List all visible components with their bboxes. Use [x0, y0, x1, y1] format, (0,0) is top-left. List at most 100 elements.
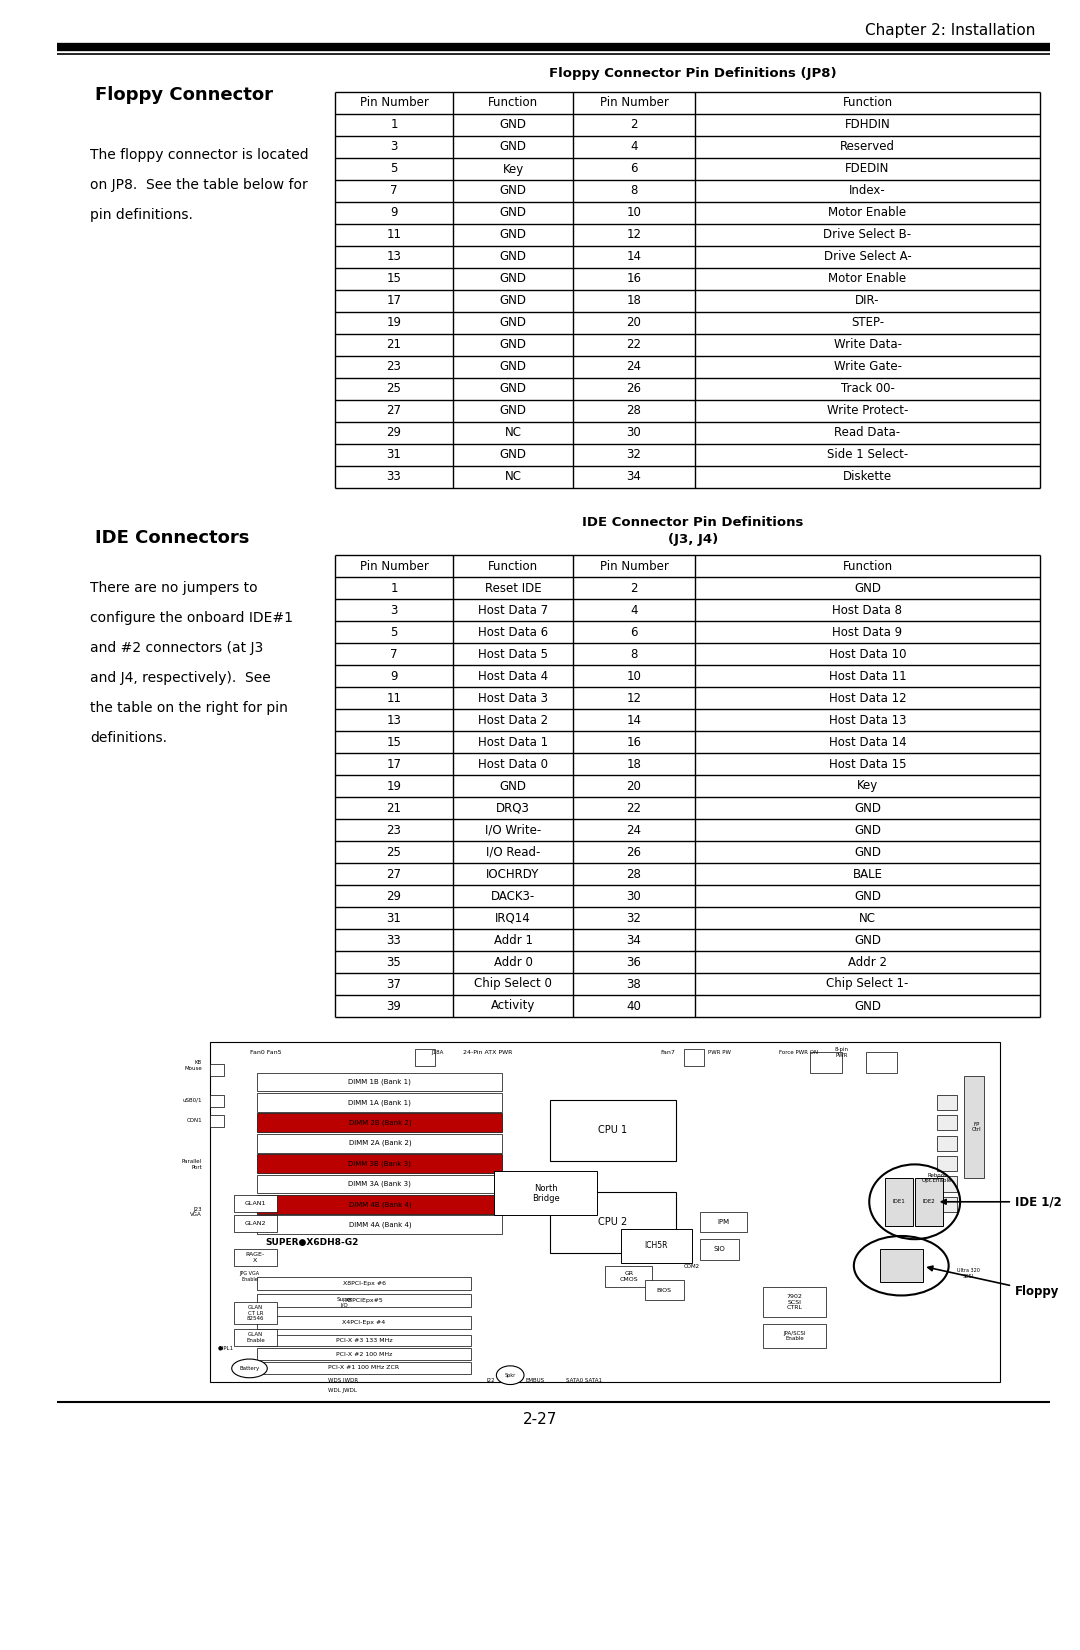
- Text: 18: 18: [626, 294, 642, 307]
- Text: GND: GND: [499, 206, 527, 219]
- Text: 40: 40: [626, 1000, 642, 1013]
- Text: Host Data 12: Host Data 12: [828, 691, 906, 705]
- Text: Write Gate-: Write Gate-: [834, 360, 902, 373]
- Text: GR
CMOS: GR CMOS: [620, 1270, 638, 1282]
- Text: Diskette: Diskette: [842, 470, 892, 483]
- Text: NC: NC: [859, 911, 876, 924]
- Text: GND: GND: [499, 360, 527, 373]
- Text: Ultra 320
SCSI: Ultra 320 SCSI: [957, 1267, 980, 1279]
- Text: DIMM 1B (Bank 1): DIMM 1B (Bank 1): [349, 1079, 411, 1086]
- Text: Host Data 14: Host Data 14: [828, 736, 906, 749]
- Text: PCI-X #1 100 MHz ZCR: PCI-X #1 100 MHz ZCR: [328, 1365, 400, 1370]
- Text: Force PWR ON: Force PWR ON: [779, 1049, 818, 1054]
- Text: 22: 22: [626, 802, 642, 815]
- Text: 32: 32: [626, 911, 642, 924]
- Text: CPU 1: CPU 1: [598, 1125, 627, 1135]
- Text: Activity: Activity: [490, 1000, 536, 1013]
- Text: GND: GND: [499, 185, 527, 198]
- Text: Pin Number: Pin Number: [360, 559, 429, 573]
- Text: Write Protect-: Write Protect-: [827, 404, 908, 417]
- Text: Function: Function: [488, 559, 538, 573]
- Text: GLAN1: GLAN1: [245, 1201, 266, 1206]
- Text: Drive Select B-: Drive Select B-: [823, 228, 912, 241]
- Bar: [762, 1287, 826, 1317]
- Text: SUPER●X6DH8-G2: SUPER●X6DH8-G2: [266, 1238, 359, 1247]
- Text: configure the onboard IDE#1: configure the onboard IDE#1: [90, 610, 293, 625]
- Text: 11: 11: [387, 228, 402, 241]
- Bar: [257, 1277, 471, 1290]
- Text: FDHDIN: FDHDIN: [845, 119, 890, 132]
- Text: J18A: J18A: [431, 1049, 444, 1054]
- Text: 26: 26: [626, 845, 642, 858]
- Text: 26: 26: [626, 383, 642, 396]
- Text: EMBUS: EMBUS: [526, 1378, 545, 1383]
- Text: IOCHRDY: IOCHRDY: [486, 868, 540, 881]
- Text: 8: 8: [631, 185, 637, 198]
- Text: GND: GND: [499, 449, 527, 462]
- Bar: [700, 1213, 747, 1233]
- Text: Chip Select 1-: Chip Select 1-: [826, 977, 908, 990]
- Text: 21: 21: [387, 338, 402, 351]
- Text: 36: 36: [626, 955, 642, 969]
- Text: GND: GND: [499, 317, 527, 330]
- Text: and #2 connectors (at J3: and #2 connectors (at J3: [90, 640, 264, 655]
- Text: Write Data-: Write Data-: [834, 338, 902, 351]
- Bar: [257, 1072, 502, 1091]
- Text: 31: 31: [387, 911, 402, 924]
- Text: 7902
SCSI
CTRL: 7902 SCSI CTRL: [786, 1294, 802, 1310]
- Text: 22: 22: [626, 338, 642, 351]
- Text: 32: 32: [626, 449, 642, 462]
- Text: 7: 7: [390, 185, 397, 198]
- Text: J23
VGA: J23 VGA: [190, 1206, 202, 1218]
- Text: DACK3-: DACK3-: [491, 889, 535, 903]
- Text: Host Data 13: Host Data 13: [828, 713, 906, 726]
- Text: 14: 14: [626, 713, 642, 726]
- Text: Read Data-: Read Data-: [835, 426, 901, 439]
- Bar: [257, 1348, 471, 1360]
- Text: GND: GND: [499, 272, 527, 285]
- Text: FP
Ctrl: FP Ctrl: [972, 1122, 981, 1132]
- Text: 9: 9: [390, 206, 397, 219]
- Text: 15: 15: [387, 272, 402, 285]
- Text: Addr 1: Addr 1: [494, 934, 532, 947]
- Bar: [810, 1053, 842, 1072]
- Text: 2-27: 2-27: [523, 1412, 557, 1427]
- Text: SATA0 SATA1: SATA0 SATA1: [566, 1378, 602, 1383]
- Text: NC: NC: [504, 470, 522, 483]
- Text: DRQ3: DRQ3: [496, 802, 530, 815]
- Text: IDE Connectors: IDE Connectors: [95, 530, 249, 548]
- Text: KB
Mouse: KB Mouse: [185, 1061, 202, 1071]
- Text: DIMM 3A (Bank 3): DIMM 3A (Bank 3): [349, 1181, 411, 1188]
- Bar: [916, 1178, 943, 1226]
- Bar: [936, 1135, 957, 1150]
- Text: 19: 19: [387, 779, 402, 792]
- Text: Motor Enable: Motor Enable: [828, 272, 906, 285]
- Text: and J4, respectively).  See: and J4, respectively). See: [90, 672, 271, 685]
- Text: SIO: SIO: [714, 1246, 726, 1252]
- Text: WDS JWDR: WDS JWDR: [328, 1378, 359, 1383]
- Bar: [257, 1134, 502, 1152]
- Text: PWR PW: PWR PW: [707, 1049, 731, 1054]
- Text: GLAN
CT LR
82546: GLAN CT LR 82546: [246, 1305, 265, 1322]
- Text: 19: 19: [387, 317, 402, 330]
- Text: DIMM 4B (Bank 4): DIMM 4B (Bank 4): [349, 1201, 411, 1208]
- Text: 24: 24: [626, 823, 642, 837]
- Text: GND: GND: [499, 119, 527, 132]
- Text: 27: 27: [387, 868, 402, 881]
- Text: Host Data 2: Host Data 2: [478, 713, 548, 726]
- Text: 17: 17: [387, 294, 402, 307]
- Text: the table on the right for pin: the table on the right for pin: [90, 701, 288, 714]
- Text: 5: 5: [390, 162, 397, 175]
- Text: GND: GND: [854, 845, 881, 858]
- Text: GLAN2: GLAN2: [245, 1221, 266, 1226]
- Text: Host Data 9: Host Data 9: [833, 625, 903, 639]
- Text: on JP8.  See the table below for: on JP8. See the table below for: [90, 178, 308, 191]
- Text: IDE 1/2: IDE 1/2: [942, 1195, 1062, 1208]
- Text: 34: 34: [626, 470, 642, 483]
- Text: GND: GND: [499, 338, 527, 351]
- Text: Chapter 2: Installation: Chapter 2: Installation: [865, 23, 1035, 38]
- Text: 17: 17: [387, 757, 402, 771]
- Text: DIR-: DIR-: [855, 294, 880, 307]
- Text: 10: 10: [626, 206, 642, 219]
- Bar: [257, 1155, 502, 1173]
